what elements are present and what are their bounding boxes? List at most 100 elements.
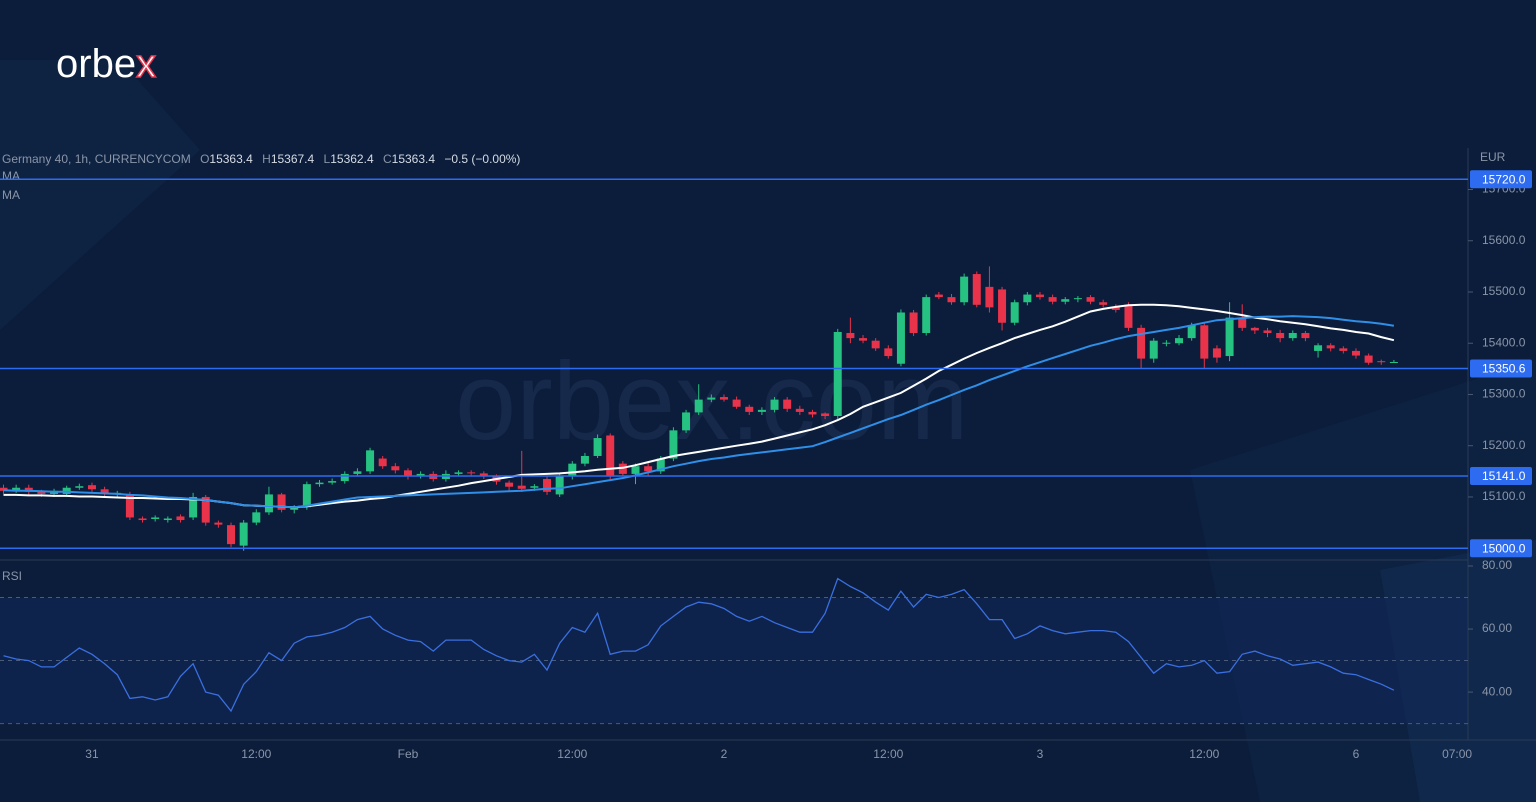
change: −0.5 (−0.00%) <box>444 152 520 166</box>
x-tick-label: 6 <box>1353 747 1360 761</box>
candle-body <box>1048 297 1057 302</box>
candle-body <box>1175 338 1184 344</box>
level-label: 15720.0 <box>1482 172 1526 186</box>
candle-body <box>125 494 134 518</box>
candle-body <box>0 487 8 491</box>
candle-body <box>163 518 172 521</box>
ohlc-key: C <box>383 152 392 166</box>
candle-body <box>821 413 830 417</box>
candle-body <box>580 455 589 464</box>
candle-body <box>1137 327 1146 359</box>
candle-body <box>239 522 248 546</box>
candle-body <box>934 294 943 298</box>
candle-body <box>1288 332 1297 339</box>
candle-body <box>277 494 286 510</box>
candle-body <box>568 463 577 477</box>
candle-body <box>757 409 766 412</box>
ohlc-key: O <box>200 152 209 166</box>
candle-body <box>1301 332 1310 339</box>
candle-body <box>1389 361 1398 363</box>
candle-body <box>1200 325 1209 359</box>
candle-body <box>366 450 375 472</box>
candle-body <box>1149 340 1158 359</box>
candle-body <box>87 485 96 490</box>
rsi-label: RSI <box>2 569 22 583</box>
candle-body <box>922 297 931 333</box>
candle-body <box>24 487 33 492</box>
candle-body <box>707 397 716 400</box>
ohlc-value: 15362.4 <box>330 152 374 166</box>
candle-body <box>859 338 868 341</box>
candle-body <box>909 312 918 333</box>
candle-body <box>37 491 46 494</box>
level-label: 15350.6 <box>1482 362 1526 376</box>
candle-body <box>644 466 653 472</box>
candle-body <box>631 466 640 474</box>
candle-body <box>1276 332 1285 339</box>
level-tag <box>1470 359 1532 378</box>
candle-body <box>846 332 855 339</box>
ohlc-value: 15363.4 <box>209 152 253 166</box>
candle-body <box>479 473 488 477</box>
candle-body <box>290 507 299 510</box>
candle-body <box>732 399 741 407</box>
candle-body <box>517 485 526 489</box>
decor <box>0 60 200 330</box>
ma-label: MA <box>2 188 20 202</box>
candle-body <box>176 516 185 521</box>
candle-body <box>12 487 21 491</box>
candle-body <box>151 517 160 520</box>
candle-body <box>795 408 804 412</box>
candle-body <box>1238 317 1247 328</box>
candle-body <box>1035 294 1044 298</box>
x-tick-label: Feb <box>398 747 419 761</box>
candle-body <box>454 472 463 474</box>
logo: orbex <box>56 42 156 86</box>
level-label: 15141.0 <box>1482 469 1526 483</box>
candle-body <box>745 406 754 412</box>
candle-body <box>1326 345 1335 349</box>
candle-body <box>871 340 880 349</box>
candle-body <box>1023 294 1032 303</box>
x-tick-label: 07:00 <box>1442 747 1472 761</box>
logo-x: x <box>136 42 156 86</box>
candle-body <box>416 473 425 477</box>
candle-body <box>606 435 615 477</box>
candle-body <box>328 481 337 483</box>
candle-body <box>467 472 476 474</box>
candle-body <box>201 496 210 523</box>
ohlc-value: 15367.4 <box>271 152 315 166</box>
y-tick-label: 15300.0 <box>1482 387 1526 401</box>
y-tick-label: 15600.0 <box>1482 233 1526 247</box>
candle-body <box>1111 307 1120 310</box>
candle-body <box>669 430 678 459</box>
candle-body <box>1212 348 1221 358</box>
x-tick-label: 3 <box>1037 747 1044 761</box>
candle-body <box>783 399 792 409</box>
candle-body <box>1162 342 1171 344</box>
candle-body <box>694 399 703 413</box>
rsi-band <box>0 597 1468 724</box>
candle-body <box>998 289 1007 323</box>
candle-body <box>138 518 147 521</box>
x-tick-label: 12:00 <box>557 747 587 761</box>
ma-label: MA <box>2 169 20 183</box>
y-tick-label: 60.00 <box>1482 621 1512 635</box>
candle-body <box>555 476 564 495</box>
candle-body <box>972 274 981 305</box>
y-tick-label: 80.00 <box>1482 558 1512 572</box>
x-tick-label: 12:00 <box>1189 747 1219 761</box>
y-tick-label: 40.00 <box>1482 684 1512 698</box>
candle-body <box>340 473 349 482</box>
candle-body <box>1364 355 1373 363</box>
level-tag <box>1470 466 1532 485</box>
currency: EUR <box>1480 150 1506 164</box>
candle-body <box>1073 298 1082 300</box>
rsi-line <box>3 577 1395 713</box>
candle-body <box>75 486 84 488</box>
level-label: 15000.0 <box>1482 541 1526 555</box>
candle-body <box>391 466 400 471</box>
y-tick-label: 15200.0 <box>1482 438 1526 452</box>
candle-body <box>1314 345 1323 351</box>
